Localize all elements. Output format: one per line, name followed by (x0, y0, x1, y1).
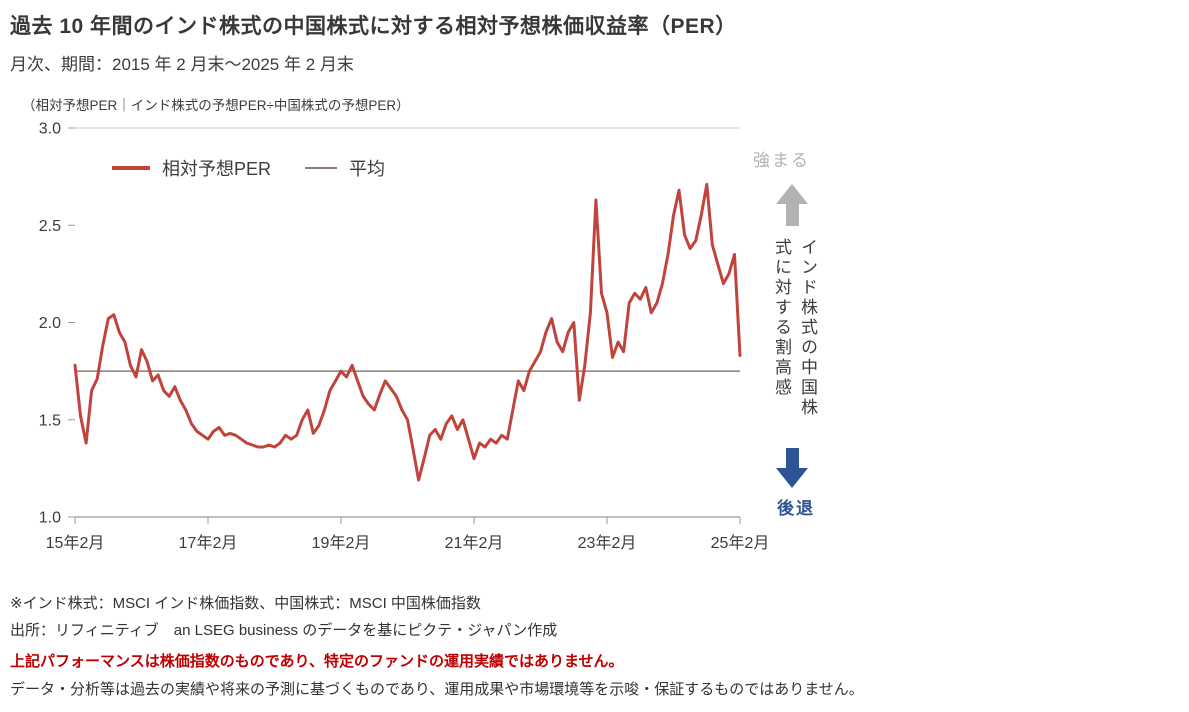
svg-text:23年2月: 23年2月 (578, 534, 637, 552)
average-line-swatch (305, 167, 338, 169)
performance-disclaimer: 上記パフォーマンスは株価指数のものであり、特定のファンドの運用実績ではありません… (10, 653, 624, 670)
svg-text:25年2月: 25年2月 (711, 534, 770, 552)
series-legend-label: 相対予想PER (162, 159, 272, 179)
down-arrow-stem (785, 448, 799, 468)
svg-text:1.0: 1.0 (39, 510, 61, 527)
svg-text:3.0: 3.0 (39, 121, 61, 138)
up-arrow-icon (776, 184, 808, 226)
svg-text:2.5: 2.5 (39, 218, 61, 235)
average-legend-label: 平均 (349, 159, 386, 179)
data-disclaimer: データ・分析等は過去の実績や将来の予測に基づくものであり、運用成果や市場環境等を… (10, 681, 864, 698)
chart-legend: 相対予想PER 平均 (112, 155, 385, 181)
index-definition-footnote: ※インド株式：MSCI インド株価指数、中国株式：MSCI 中国株価指数 (10, 595, 481, 612)
svg-text:19年2月: 19年2月 (312, 534, 371, 552)
y-axis-definition-note: （相対予想PER｜インド株式の予想PER÷中国株式の予想PER） (22, 98, 410, 113)
svg-text:1.5: 1.5 (39, 412, 61, 429)
page-subtitle: 月次、期間：2015 年 2 月末～2025 年 2 月末 (10, 55, 354, 74)
retreat-label: 後退 (777, 499, 815, 518)
page-title: 過去 10 年間のインド株式の中国株式に対する相対予想株価収益率（PER） (10, 15, 737, 38)
svg-text:17年2月: 17年2月 (179, 534, 238, 552)
svg-text:21年2月: 21年2月 (445, 534, 504, 552)
strengthen-label: 強まる (753, 151, 810, 170)
series-line-swatch (112, 166, 150, 170)
svg-text:2.0: 2.0 (39, 315, 61, 332)
relative-per-line-chart: 1.0 1.5 2.0 2.5 3.0 15年2月 17年2月 19年2月 21年2月 23年2月… (39, 121, 770, 553)
down-arrow-head (776, 468, 808, 488)
source-footnote: 出所：リフィニティブ an LSEG business のデータを基にピクテ・ジ… (10, 622, 558, 639)
up-arrow-stem (785, 204, 799, 226)
up-arrow-head (776, 184, 808, 204)
vertical-annotation-label: インド株式の中国株式に対する割高感 (772, 238, 817, 418)
down-arrow-icon (776, 448, 808, 488)
svg-text:15年2月: 15年2月 (46, 534, 105, 552)
